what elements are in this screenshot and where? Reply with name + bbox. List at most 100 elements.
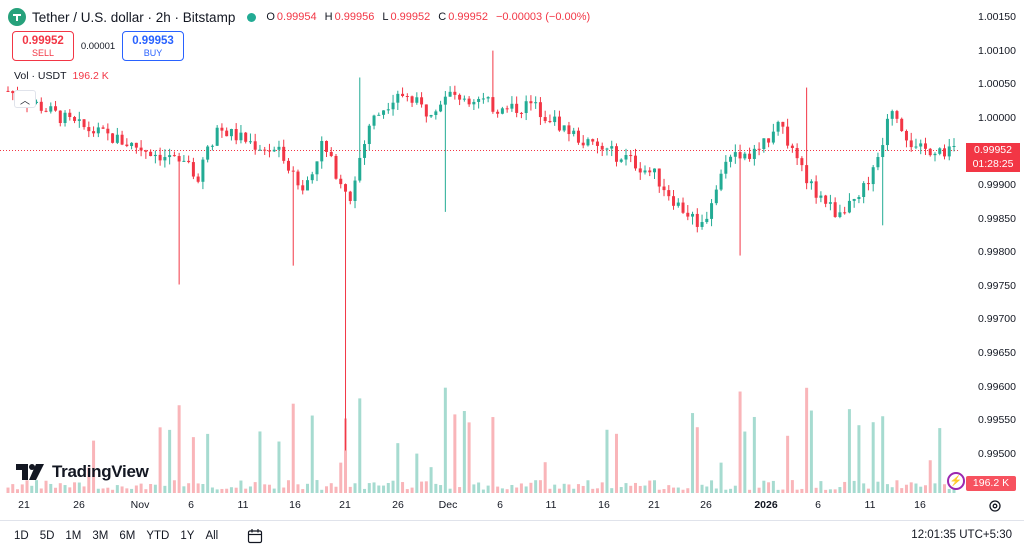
lightning-icon[interactable]: ⚡ [947, 472, 965, 490]
bar-countdown: 01:28:25 [972, 158, 1014, 170]
candle-body [267, 150, 271, 152]
time-tick-label: 26 [700, 499, 712, 511]
candle-body [771, 131, 775, 143]
sell-button[interactable]: 0.99952 SELL [12, 31, 74, 61]
candle-body [439, 104, 443, 112]
volume-bar [890, 487, 894, 493]
volume-bar [909, 482, 913, 493]
volume-bar [329, 483, 333, 493]
volume-bar [700, 484, 704, 493]
symbol-title[interactable]: Tether / U.S. dollar · 2h · Bitstamp [32, 9, 236, 25]
volume-bar [92, 440, 96, 493]
candle-body [695, 213, 699, 227]
candle-body [320, 140, 324, 162]
volume-bar [809, 410, 813, 493]
range-1m-button[interactable]: 1M [65, 529, 82, 542]
candle-body [310, 174, 314, 181]
time-tick-label: 6 [497, 499, 503, 511]
candle-body [168, 155, 172, 158]
volume-bar [624, 483, 628, 493]
candle-body [282, 146, 286, 161]
range-ytd-button[interactable]: YTD [146, 529, 170, 542]
candle-body [586, 139, 590, 146]
volume-bar [386, 482, 390, 493]
volume-bar [776, 489, 780, 493]
volume-bar [824, 489, 828, 493]
candle-body [87, 127, 91, 132]
candle-body [557, 116, 561, 131]
candle-body [472, 101, 476, 105]
candle-body [49, 106, 53, 112]
range-6m-button[interactable]: 6M [119, 529, 136, 542]
candle-body [130, 142, 134, 147]
candle-body [843, 212, 847, 214]
candle-body [158, 154, 162, 161]
volume-bar [505, 489, 509, 493]
candle-body [595, 141, 599, 146]
candle-body [39, 101, 43, 111]
range-5d-button[interactable]: 5D [39, 529, 55, 542]
calendar-goto-date-icon[interactable] [247, 528, 263, 544]
spread-value: 0.00001 [80, 40, 116, 52]
candle-body [610, 146, 614, 149]
range-1y-button[interactable]: 1Y [180, 529, 195, 542]
candle-body [372, 115, 376, 126]
volume-bar [548, 488, 552, 493]
collapse-legend-button[interactable]: ︿ [14, 90, 36, 108]
volume-bar [519, 483, 523, 493]
volume-bar [120, 486, 124, 493]
volume-bar [500, 488, 504, 493]
volume-bar [210, 487, 214, 493]
price-tick-label: 1.00050 [978, 78, 1016, 91]
candle-body [942, 148, 946, 157]
candle-body [914, 146, 918, 148]
candle-body [296, 171, 300, 186]
volume-bar [510, 484, 514, 493]
market-status-icon[interactable] [247, 12, 257, 22]
price-chart-plot[interactable] [0, 0, 960, 495]
volume-bar [58, 483, 62, 493]
candle-body [429, 114, 433, 117]
volume-bar [348, 486, 352, 493]
price-axis[interactable]: 1.001501.001001.000501.000000.999500.999… [960, 0, 1024, 495]
volume-bar [63, 485, 67, 493]
change-value: −0.00003 (−0.00%) [495, 11, 591, 23]
candle-body [481, 98, 485, 100]
volume-bar [852, 480, 856, 493]
volume-bar [49, 483, 53, 493]
candle-body [714, 189, 718, 204]
range-3m-button[interactable]: 3M [92, 529, 109, 542]
candle-body [191, 162, 195, 177]
range-all-button[interactable]: All [205, 529, 219, 542]
candle-body [852, 199, 856, 201]
volume-bar [320, 489, 324, 493]
candle-body [163, 157, 167, 161]
timezone-clock[interactable]: 12:01:35 UTC+5:30 [911, 529, 1012, 541]
volume-bar [39, 488, 43, 493]
volume-bar [762, 480, 766, 493]
volume-bar [938, 428, 942, 493]
candle-body [305, 180, 309, 191]
high-key: H [324, 11, 333, 23]
candle-body [386, 109, 390, 111]
ohlc-values: O 0.99954 H 0.99956 L 0.99952 C 0.99952 −0.0… [266, 11, 596, 23]
volume-bar [710, 480, 714, 493]
buy-button[interactable]: 0.99953 BUY [122, 31, 184, 61]
time-tick-label: 21 [648, 499, 660, 511]
volume-bar [443, 387, 447, 493]
volume-legend[interactable]: Vol · USDT 196.2 K [14, 70, 109, 82]
volume-bar [691, 413, 695, 493]
time-axis[interactable]: 21 26 Nov 6 11 16 21 26 Dec 6 11 16 21 26 2026 6 11 16 [0, 495, 960, 517]
settings-gear-icon[interactable] [987, 498, 1003, 514]
candle-body [339, 178, 343, 185]
tradingview-wordmark: TradingView [52, 462, 149, 481]
candle-body [890, 111, 894, 119]
sell-price: 0.99952 [22, 34, 64, 47]
range-1d-button[interactable]: 1D [14, 529, 29, 542]
volume-bar [947, 488, 951, 493]
sell-label: SELL [31, 47, 55, 58]
candle-body [681, 202, 685, 213]
volume-bar [172, 480, 176, 493]
candle-body [263, 149, 267, 151]
